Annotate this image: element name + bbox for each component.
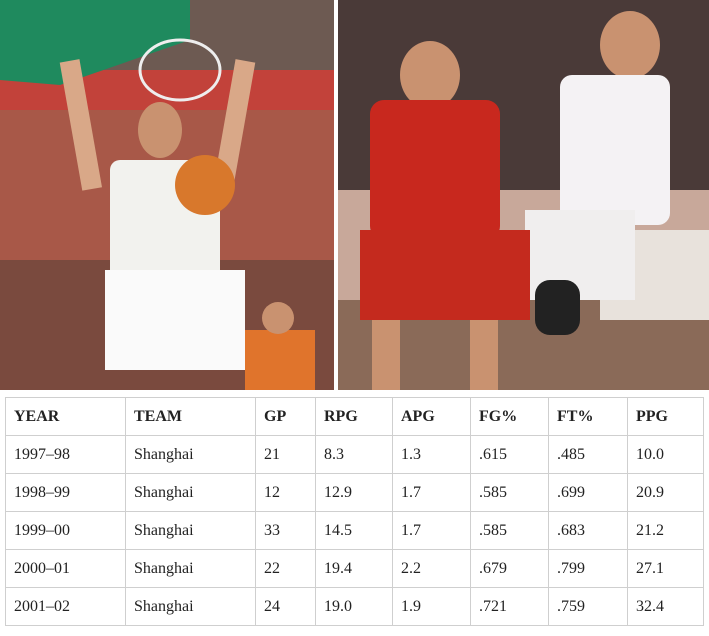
table-row: 1997–98 Shanghai 21 8.3 1.3.615.485 10.0: [5, 435, 704, 474]
cell: 1999–00: [5, 511, 126, 550]
header-cell: APG: [392, 397, 471, 436]
cell: 19.4: [315, 549, 393, 588]
cell: 21.2: [627, 511, 704, 550]
table-row: 1999–00 Shanghai 33 14.5 1.7.585.683 21.2: [5, 511, 704, 550]
cell: .683: [548, 511, 628, 550]
cell: 1.9: [392, 587, 471, 626]
cell: 1.7: [392, 511, 471, 550]
cell: .585: [470, 473, 549, 512]
header-cell: GP: [255, 397, 316, 436]
photos: [0, 0, 709, 390]
cell: Shanghai: [125, 549, 256, 588]
header-cell: YEAR: [5, 397, 126, 436]
cell: 2.2: [392, 549, 471, 588]
cell: 12: [255, 473, 316, 512]
cell: 12.9: [315, 473, 393, 512]
cell: 20.9: [627, 473, 704, 512]
cell: .485: [548, 435, 628, 474]
cell: 2001–02: [5, 587, 126, 626]
cell: 22: [255, 549, 316, 588]
left-photo: [0, 0, 334, 390]
cell: 1997–98: [5, 435, 126, 474]
cell: Shanghai: [125, 511, 256, 550]
cell: 1998–99: [5, 473, 126, 512]
cell: 33: [255, 511, 316, 550]
cell: 24: [255, 587, 316, 626]
cell: .615: [470, 435, 549, 474]
cell: Shanghai: [125, 435, 256, 474]
cell: .585: [470, 511, 549, 550]
cell: 8.3: [315, 435, 393, 474]
cell: .699: [548, 473, 628, 512]
right-photo: [338, 0, 709, 390]
cell: 19.0: [315, 587, 393, 626]
cell: 32.4: [627, 587, 704, 626]
stats-table: YEAR TEAM GP RPG APG FG% FT% PPG 1997–98 Shanghai…: [5, 397, 704, 626]
header-cell: PPG: [627, 397, 704, 436]
cell: 14.5: [315, 511, 393, 550]
header-row: YEAR TEAM GP RPG APG FG% FT% PPG: [5, 397, 704, 436]
table-row: 1998–99 Shanghai 12 12.9 1.7.585.699 20.9: [5, 473, 704, 512]
header-cell: FT%: [548, 397, 628, 436]
cell: .759: [548, 587, 628, 626]
table-row: 2000–01 Shanghai 22 19.4 2.2.679.799 27.1: [5, 549, 704, 588]
cell: 1.7: [392, 473, 471, 512]
header-cell: FG%: [470, 397, 549, 436]
header-cell: RPG: [315, 397, 393, 436]
cell: Shanghai: [125, 587, 256, 626]
cell: 1.3: [392, 435, 471, 474]
cell: 10.0: [627, 435, 704, 474]
cell: .721: [470, 587, 549, 626]
cell: Shanghai: [125, 473, 256, 512]
cell: 27.1: [627, 549, 704, 588]
cell: .799: [548, 549, 628, 588]
table-row: 2001–02 Shanghai 24 19.0 1.9.721.759 32.4: [5, 587, 704, 626]
cell: 2000–01: [5, 549, 126, 588]
cell: .679: [470, 549, 549, 588]
cell: 21: [255, 435, 316, 474]
header-cell: TEAM: [125, 397, 256, 436]
